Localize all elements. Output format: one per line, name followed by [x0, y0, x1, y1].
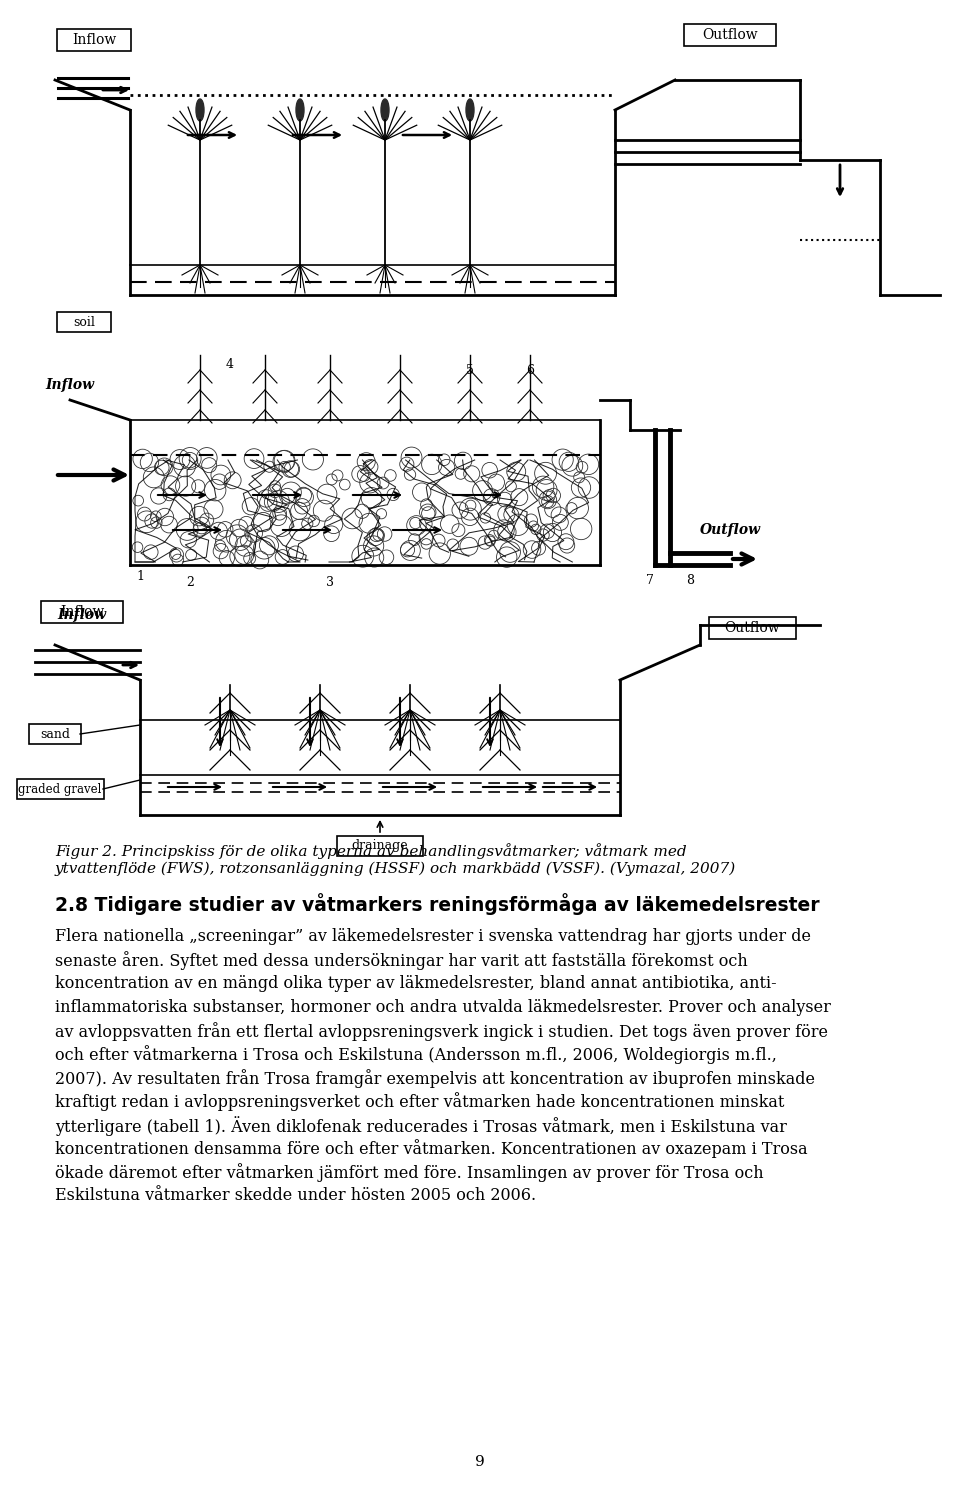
Text: av avloppsvatten från ett flertal avloppsreningsverk ingick i studien. Det togs : av avloppsvatten från ett flertal avlopp…	[55, 1023, 828, 1041]
Text: 4: 4	[226, 359, 234, 371]
FancyBboxPatch shape	[57, 312, 111, 332]
Text: 7: 7	[646, 574, 654, 586]
Text: Figur 2. Principskiss för de olika typerna av behandlingsvåtmarker; våtmark med: Figur 2. Principskiss för de olika typer…	[55, 843, 686, 858]
Text: Inflow: Inflow	[72, 33, 116, 46]
Text: Outflow: Outflow	[724, 620, 780, 635]
Text: 9: 9	[475, 1455, 485, 1470]
Text: ytvattenflöde (FWS), rotzonsanläggning (HSSF) och markbädd (VSSF). (Vymazal, 200: ytvattenflöde (FWS), rotzonsanläggning (…	[55, 863, 736, 876]
Text: Outflow: Outflow	[700, 523, 761, 537]
Text: Inflow: Inflow	[58, 608, 107, 622]
Text: Inflow: Inflow	[45, 378, 95, 392]
FancyBboxPatch shape	[29, 724, 81, 745]
Ellipse shape	[381, 99, 389, 121]
FancyBboxPatch shape	[684, 24, 776, 46]
Text: och efter våtmarkerna i Trosa och Eskilstuna (Andersson m.fl., 2006, Woldegiorgi: och efter våtmarkerna i Trosa och Eskils…	[55, 1045, 777, 1064]
FancyBboxPatch shape	[337, 836, 423, 857]
Text: ökade däremot efter våtmarken jämfört med före. Insamlingen av prover för Trosa : ökade däremot efter våtmarken jämfört me…	[55, 1163, 763, 1183]
FancyBboxPatch shape	[709, 617, 796, 638]
Text: Inflow: Inflow	[60, 605, 104, 619]
Text: koncentration av en mängd olika typer av läkmedelsrester, bland annat antibiotik: koncentration av en mängd olika typer av…	[55, 975, 777, 993]
Text: drainage: drainage	[351, 840, 408, 852]
Text: 5: 5	[466, 363, 474, 377]
Ellipse shape	[296, 99, 304, 121]
Text: 1: 1	[136, 571, 144, 583]
Text: Outflow: Outflow	[702, 28, 757, 42]
Ellipse shape	[196, 99, 204, 121]
Text: 2: 2	[186, 577, 194, 589]
Text: kraftigt redan i avloppsreningsverket och efter våtmarken hade koncentrationen m: kraftigt redan i avloppsreningsverket oc…	[55, 1093, 784, 1111]
Text: 6: 6	[526, 363, 534, 377]
FancyBboxPatch shape	[57, 28, 131, 51]
Text: sand: sand	[40, 728, 70, 740]
Text: graded gravel: graded gravel	[18, 782, 102, 795]
Text: 2007). Av resultaten från Trosa framgår exempelvis att koncentration av ibuprofe: 2007). Av resultaten från Trosa framgår …	[55, 1069, 815, 1088]
Text: soil: soil	[73, 315, 95, 329]
FancyBboxPatch shape	[17, 779, 104, 798]
Text: 3: 3	[326, 577, 334, 589]
FancyBboxPatch shape	[41, 601, 123, 623]
Text: ytterligare (tabell 1). Även diklofenak reducerades i Trosas våtmark, men i Eski: ytterligare (tabell 1). Även diklofenak …	[55, 1115, 787, 1136]
Text: 8: 8	[686, 574, 694, 586]
Text: senaste åren. Syftet med dessa undersökningar har varit att fastställa förekomst: senaste åren. Syftet med dessa undersökn…	[55, 951, 748, 970]
Ellipse shape	[466, 99, 474, 121]
Text: Flera nationella „screeningar” av läkemedelsrester i svenska vattendrag har gjor: Flera nationella „screeningar” av läkeme…	[55, 928, 811, 945]
Text: 2.8 Tidigare studier av våtmarkers reningsförmåga av läkemedelsrester: 2.8 Tidigare studier av våtmarkers renin…	[55, 893, 820, 915]
Text: koncentrationen densamma före och efter våtmarken. Koncentrationen av oxazepam i: koncentrationen densamma före och efter …	[55, 1139, 807, 1159]
Text: inflammatoriska substanser, hormoner och andra utvalda läkmedelsrester. Prover o: inflammatoriska substanser, hormoner och…	[55, 999, 830, 1015]
Text: Eskilstuna våtmarker skedde under hösten 2005 och 2006.: Eskilstuna våtmarker skedde under hösten…	[55, 1187, 536, 1203]
